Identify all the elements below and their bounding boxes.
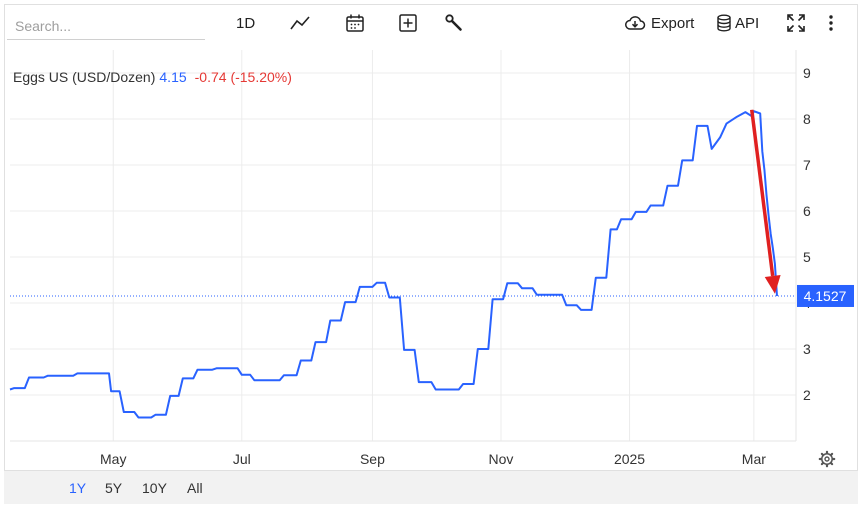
- legend-change: -0.74 (-15.20%): [194, 69, 292, 85]
- trend-arrow: [750, 109, 781, 294]
- toolbar: 1D: [0, 0, 854, 44]
- chart-grid: [10, 50, 797, 442]
- x-tick-label: Mar: [742, 451, 766, 467]
- range-1y-button[interactable]: 1Y: [69, 480, 87, 496]
- more-vertical-icon: [829, 15, 833, 31]
- y-tick-label: 5: [803, 249, 811, 265]
- chart-widget: [4, 4, 858, 504]
- settings-gear-icon[interactable]: [818, 450, 836, 468]
- last-price-value: 4.1527: [804, 288, 847, 304]
- api-label: API: [735, 14, 760, 32]
- series-line-eggs[interactable]: [9, 110, 778, 419]
- y-tick-label: 2: [803, 387, 811, 403]
- cloud-download-icon: [625, 16, 646, 30]
- plus-square-icon: [399, 14, 417, 32]
- more-options-button[interactable]: [826, 12, 836, 34]
- range-selector-bar: 1Y 5Y 10Y All: [4, 470, 858, 504]
- y-tick-label: 9: [803, 65, 811, 81]
- database-icon: [717, 14, 731, 32]
- y-tick-label: 7: [803, 157, 811, 173]
- api-button[interactable]: API: [716, 12, 759, 34]
- last-price-badge-bg: [797, 284, 854, 307]
- trend-arrow-head: [764, 274, 781, 294]
- add-indicator-button[interactable]: [398, 12, 418, 34]
- line-chart-icon: [290, 16, 310, 30]
- y-axis: 23456789: [803, 65, 811, 403]
- legend-symbol: Eggs US (USD/Dozen): [13, 69, 156, 85]
- fullscreen-button[interactable]: [786, 12, 806, 34]
- wrench-icon: [445, 14, 462, 31]
- calendar-button[interactable]: [345, 12, 365, 34]
- y-tick-label: 8: [803, 111, 811, 127]
- y-tick-label: 3: [803, 341, 811, 357]
- chart-legend: Eggs US (USD/Dozen) 4.15 -0.74 (-15.20%): [13, 69, 292, 85]
- search-input[interactable]: [7, 12, 205, 40]
- export-button[interactable]: Export: [624, 12, 694, 34]
- x-tick-label: 2025: [614, 451, 645, 467]
- trend-arrow-shaft: [750, 109, 775, 277]
- calendar-icon: [346, 14, 364, 32]
- export-label: Export: [651, 14, 695, 32]
- fullscreen-icon: [787, 14, 805, 32]
- x-axis: May Jul Sep Nov 2025 Mar: [100, 451, 766, 467]
- x-tick-label: May: [100, 451, 126, 467]
- range-all-button[interactable]: All: [187, 480, 203, 496]
- legend-last-value: 4.15: [159, 69, 187, 85]
- chart-type-button[interactable]: [290, 12, 310, 34]
- y-tick-label: 6: [803, 203, 811, 219]
- x-tick-label: Jul: [233, 451, 251, 467]
- last-price-badge: 4.1527: [797, 284, 854, 307]
- x-tick-label: Nov: [489, 451, 514, 467]
- x-tick-label: Sep: [360, 451, 385, 467]
- interval-button[interactable]: 1D: [236, 12, 255, 34]
- tools-button[interactable]: [444, 12, 464, 34]
- range-10y-button[interactable]: 10Y: [142, 480, 167, 496]
- range-5y-button[interactable]: 5Y: [105, 480, 123, 496]
- interval-label: 1D: [236, 14, 256, 32]
